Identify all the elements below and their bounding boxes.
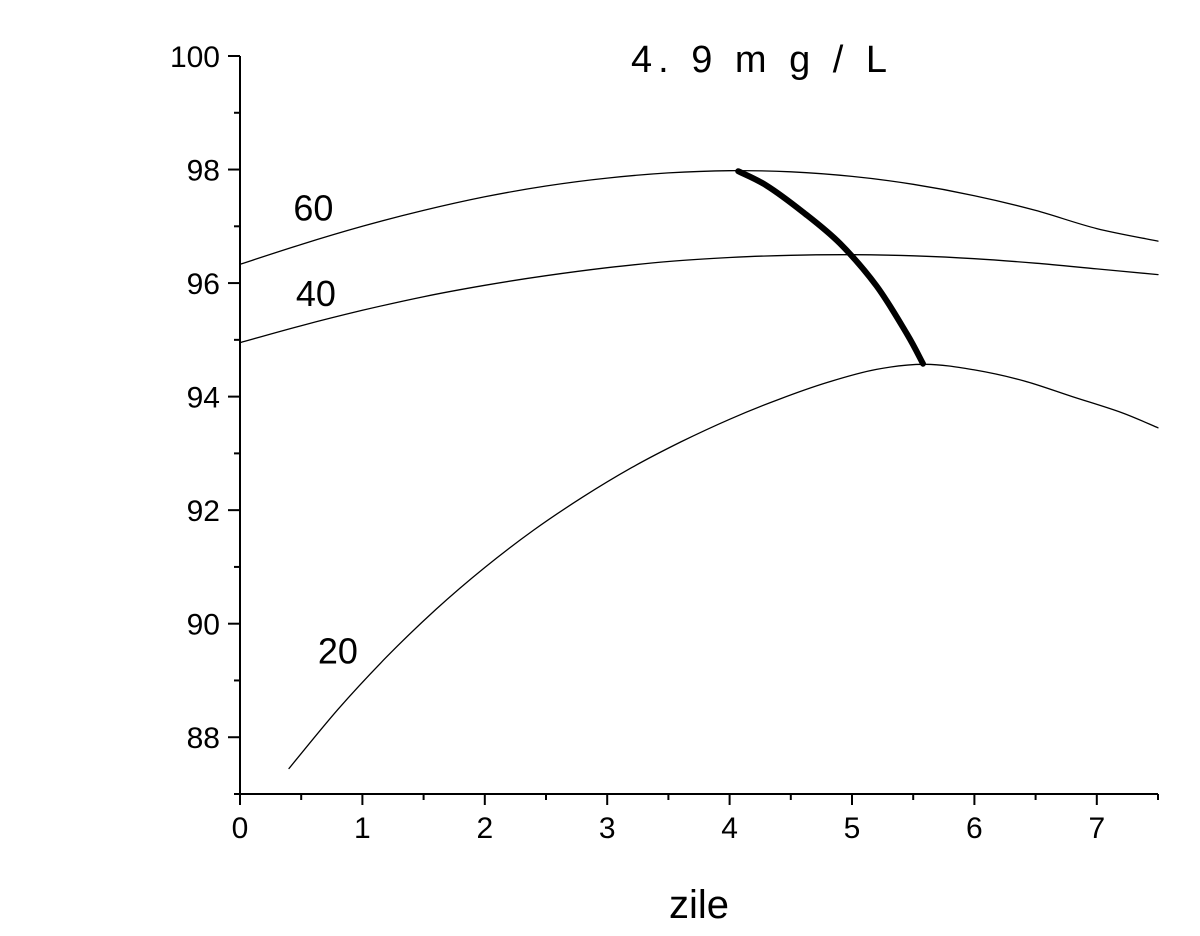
x-axis-title: zile (669, 883, 729, 927)
axes (239, 56, 1158, 795)
x-tick-label: 1 (354, 812, 371, 845)
x-tick-label: 4 (721, 812, 738, 845)
y-tick-label: 92 (187, 495, 220, 528)
y-tick-label: 94 (187, 382, 220, 415)
series-line-20 (288, 363, 1159, 770)
chart-title: 4. 9 m g / L (631, 39, 893, 81)
series-labels: 60 40 20 (293, 188, 358, 672)
series-label-20: 20 (318, 630, 358, 671)
y-tick-label: 88 (187, 722, 220, 755)
y-tick-label: 98 (187, 155, 220, 188)
highlight-curve (735, 168, 926, 367)
x-tick-label: 2 (476, 812, 493, 845)
series-line-60 (239, 170, 1159, 265)
y-axis-ticks: 88 90 92 94 96 98 100 (170, 41, 240, 795)
series-line-40 (239, 254, 1159, 344)
x-axis-ticks: 0 1 2 3 4 5 6 7 (232, 794, 1159, 845)
x-tick-label: 7 (1088, 812, 1105, 845)
y-tick-label: 96 (187, 268, 220, 301)
x-tick-label: 3 (599, 812, 616, 845)
x-tick-label: 6 (966, 812, 983, 845)
series-label-60: 60 (293, 188, 333, 229)
y-tick-label: 100 (170, 41, 220, 74)
series-label-40: 40 (296, 273, 336, 314)
y-tick-label: 90 (187, 609, 220, 642)
x-tick-label: 0 (232, 812, 249, 845)
series-lines (239, 168, 1159, 770)
x-tick-label: 5 (844, 812, 861, 845)
